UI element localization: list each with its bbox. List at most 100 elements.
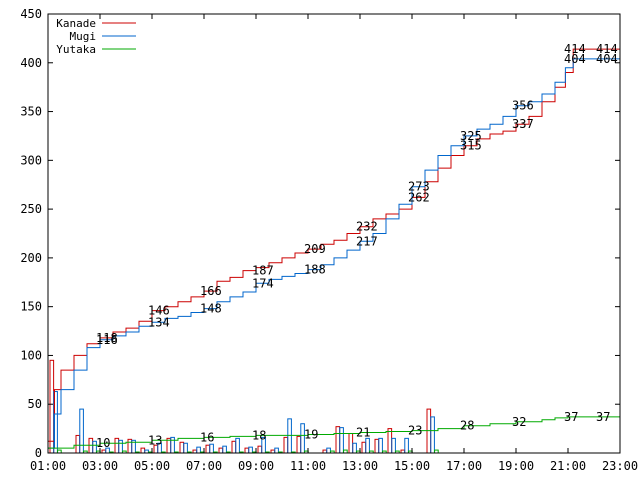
bar-mugi [170, 436, 175, 454]
bar-mugi [222, 445, 227, 454]
data-label-kanade: 166 [200, 284, 222, 298]
bar-kanade [296, 435, 302, 454]
bar-kanade [114, 437, 120, 454]
bar-kanade [205, 444, 211, 454]
series-line-yutaka [48, 416, 620, 449]
data-label-yutaka: 32 [512, 415, 526, 429]
bar-mugi [326, 447, 331, 454]
bar-kanade [140, 447, 146, 454]
data-label-kanade: 414 [596, 42, 618, 56]
y-tick-label: 450 [20, 7, 42, 21]
y-tick-label: 350 [20, 105, 42, 119]
bar-mugi [404, 437, 409, 454]
data-label-yutaka: 13 [148, 433, 162, 447]
bar-kanade [374, 438, 380, 454]
data-label-kanade: 146 [148, 304, 170, 318]
series-lines-layer [48, 48, 620, 449]
bar-mugi [352, 442, 357, 454]
data-label-mugi: 273 [408, 180, 430, 194]
bar-mugi [196, 446, 201, 454]
data-label-kanade: 209 [304, 242, 326, 256]
bar-mugi [248, 446, 253, 454]
x-tick-label: 17:00 [446, 459, 482, 473]
x-tick-label: 13:00 [342, 459, 378, 473]
data-label-mugi: 404 [564, 52, 586, 66]
legend-label-kanade: Kanade [56, 17, 96, 30]
x-tick-label: 23:00 [602, 459, 638, 473]
data-label-yutaka: 21 [356, 426, 370, 440]
data-label-yutaka: 18 [252, 428, 266, 442]
data-label-yutaka: 10 [96, 436, 110, 450]
legend-label-mugi: Mugi [70, 30, 97, 43]
bar-kanade [257, 445, 263, 454]
y-tick-label: 300 [20, 153, 42, 167]
x-tick-label: 19:00 [498, 459, 534, 473]
x-tick-label: 11:00 [290, 459, 326, 473]
bar-mugi [430, 416, 435, 454]
data-label-yutaka: 23 [408, 424, 422, 438]
data-label-mugi: 325 [460, 129, 482, 143]
series-line-mugi [48, 58, 620, 449]
bar-kanade [387, 428, 393, 454]
y-tick-label: 250 [20, 202, 42, 216]
bar-kanade [361, 441, 367, 454]
bar-mugi [235, 437, 240, 454]
data-label-yutaka: 19 [304, 427, 318, 441]
axes-layer: 0 50 100 150 200 250 300 350 400 450 01:00 03:00 05:… [20, 7, 638, 473]
x-tick-label: 03:00 [82, 459, 118, 473]
data-label-mugi: 217 [356, 234, 378, 248]
data-label-mugi: 148 [200, 302, 222, 316]
bar-kanade [348, 432, 354, 454]
data-label-yutaka: 16 [200, 430, 214, 444]
bar-mugi [118, 439, 123, 454]
y-tick-label: 150 [20, 300, 42, 314]
data-label-kanade: 232 [356, 220, 378, 234]
y-tick-label: 100 [20, 348, 42, 362]
bar-mugi [274, 447, 279, 454]
data-label-mugi: 134 [148, 315, 170, 329]
bar-kanade [231, 440, 237, 454]
x-tick-label: 01:00 [30, 459, 66, 473]
x-tick-label: 09:00 [238, 459, 274, 473]
data-label-kanade: 337 [512, 117, 534, 131]
legend-label-yutaka: Yutaka [56, 43, 96, 56]
bar-mugi [183, 442, 188, 454]
point-labels-layer: 118 146 166 187 209 232 262 315 337 414 414 116 134 1… [96, 42, 618, 450]
data-label-mugi: 174 [252, 276, 274, 290]
bar-kanade [218, 447, 224, 454]
bar-mugi [391, 437, 396, 454]
bar-kanade [127, 438, 133, 454]
bar-mugi [365, 437, 370, 454]
data-label-kanade: 262 [408, 190, 430, 204]
x-tick-label: 21:00 [550, 459, 586, 473]
data-label-mugi: 356 [512, 99, 534, 113]
bar-kanade [75, 434, 81, 454]
bar-mugi [79, 408, 84, 454]
bar-mugi [287, 418, 292, 454]
plot-border [47, 13, 621, 454]
x-tick-label: 07:00 [186, 459, 222, 473]
data-label-mugi: 188 [304, 263, 326, 277]
data-label-mugi: 116 [96, 333, 118, 347]
bar-mugi [339, 427, 344, 454]
x-tick-label: 15:00 [394, 459, 430, 473]
y-tick-label: 200 [20, 251, 42, 265]
y-tick-label: 50 [28, 397, 42, 411]
y-tick-label: 400 [20, 56, 42, 70]
bar-kanade [244, 447, 250, 454]
data-label-yutaka: 37 [596, 410, 610, 424]
bar-kanade [179, 441, 185, 454]
y-tick-label: 0 [35, 446, 42, 460]
data-label-kanade: 118 [96, 331, 118, 345]
data-label-kanade: 315 [460, 139, 482, 153]
x-tick-label: 05:00 [134, 459, 170, 473]
bar-mugi [209, 443, 214, 454]
series-line-kanade [48, 48, 620, 442]
data-label-yutaka: 28 [460, 419, 474, 433]
bar-kanade [335, 426, 341, 454]
data-label-kanade: 414 [564, 42, 586, 56]
bar-kanade [283, 436, 289, 454]
bar-mugi [378, 437, 383, 454]
